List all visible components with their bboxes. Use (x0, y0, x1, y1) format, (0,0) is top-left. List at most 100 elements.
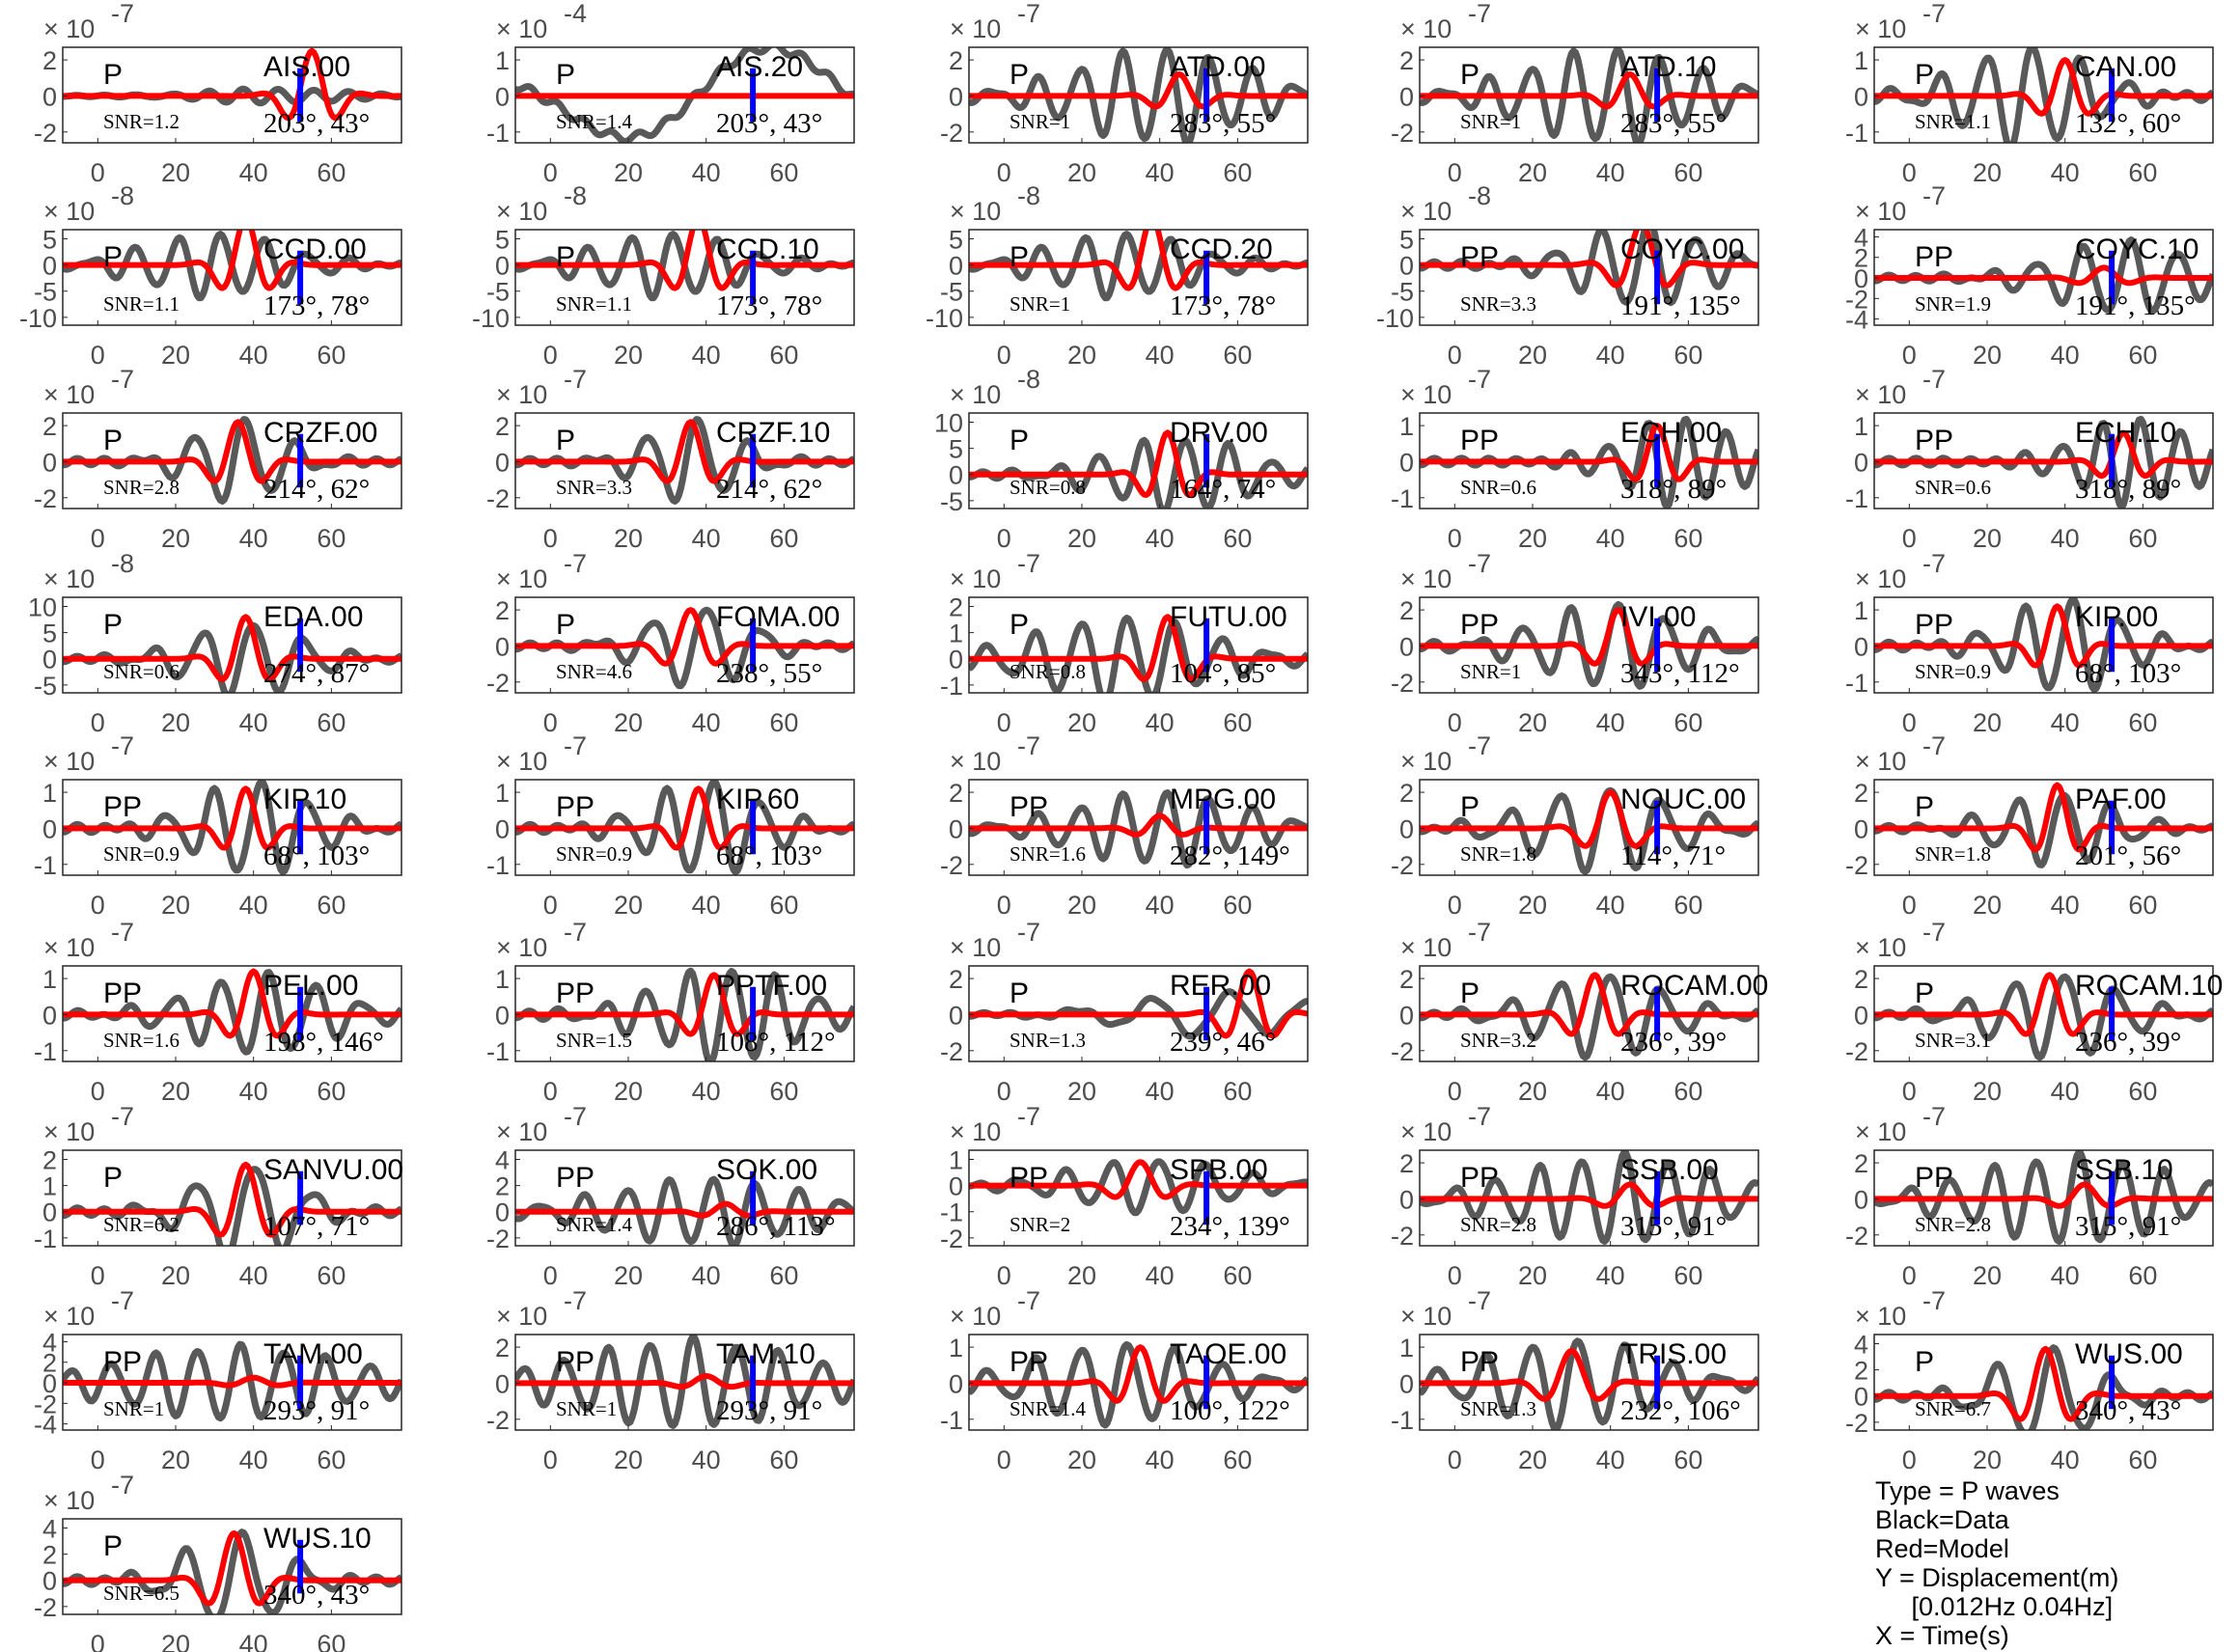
phase-label: P (1915, 59, 1934, 91)
subplot-coyc-00: 0 20 40 60 -10 -5 0 5 × 10 -8 PP COYC.00 SNR=3.3 191°… (1376, 181, 1759, 370)
x-tick-label: 20 (1518, 1261, 1547, 1290)
y-exponent-power: -7 (1017, 918, 1040, 947)
y-tick-label: 1 (1399, 1334, 1414, 1363)
x-tick-label: 60 (317, 524, 346, 553)
y-exponent-label: × 10 (43, 1117, 95, 1146)
y-tick-label: 0 (495, 448, 510, 477)
y-tick-label: 4 (495, 1145, 510, 1174)
phase-label: P (1009, 59, 1029, 91)
legend-line: Red=Model (1875, 1534, 2009, 1563)
x-tick-label: 40 (239, 158, 268, 187)
y-tick-label: 1 (949, 1145, 963, 1174)
data-waveform (515, 47, 854, 143)
x-tick-label: 60 (769, 1077, 798, 1106)
subplot-foma-00: 0 20 40 60 -2 0 2 × 10 -7 P FOMA.00 SNR=4.6 238°, 55… (486, 549, 855, 737)
subplot-tam-10: 0 20 40 60 -2 0 2 × 10 -7 PP TAM.10 SNR=1 293°, 91° (486, 1286, 855, 1474)
x-tick-label: 20 (1067, 158, 1096, 187)
x-tick-label: 0 (543, 1077, 558, 1106)
x-tick-label: 60 (1673, 158, 1702, 187)
x-tick-label: 60 (317, 158, 346, 187)
phase-label: P (1915, 791, 1934, 823)
azimuth-distance-label: 198°, 146° (263, 1027, 384, 1058)
station-label: CCD.00 (263, 234, 367, 265)
subplot-atd-10: 0 20 40 60 -2 0 2 × 10 -7 P ATD.10 SNR=1 283°, 55° (1391, 0, 1759, 187)
x-tick-label: 40 (1146, 158, 1175, 187)
station-label: TAM.10 (716, 1338, 816, 1370)
data-waveform (63, 1340, 401, 1422)
x-tick-label: 60 (1223, 524, 1252, 553)
phase-label: PP (1009, 1346, 1048, 1378)
subplot-axes: 0 20 40 60 -1 0 1 × 10 -7 PP TAOE.00 SNR=1.4 100°, 1… (940, 1286, 1309, 1474)
y-exponent-power: -7 (1468, 0, 1491, 28)
data-waveform (1420, 786, 1758, 875)
y-tick-label: 2 (949, 779, 963, 808)
model-waveform (515, 785, 854, 851)
subplot-axes: 0 20 40 60 -1 0 1 × 10 -4 P AIS.20 SNR=1.4 203°, 43° (486, 0, 855, 187)
x-tick-label: 20 (614, 341, 643, 370)
phase-label: P (1915, 977, 1934, 1009)
subplot-ssb-10: 0 20 40 60 -2 0 2 × 10 -7 PP SSB.10 SNR=2.8 315°, 91… (1845, 1102, 2214, 1290)
azimuth-distance-label: 234°, 139° (1170, 1211, 1290, 1242)
snr-label: SNR=1 (1460, 110, 1521, 133)
axes-box (62, 412, 402, 509)
subplot-rocam-10: 0 20 40 60 -2 0 2 × 10 -7 P ROCAM.10 SNR=3.1 236°, 3… (1845, 918, 2223, 1106)
plot-area (1420, 601, 1758, 690)
y-tick-label: 2 (495, 1172, 510, 1201)
x-tick-label: 0 (543, 1446, 558, 1474)
plot-area (515, 606, 854, 690)
station-label: ECH.00 (1620, 417, 1722, 449)
plot-area (515, 1335, 854, 1429)
station-label: AIS.20 (716, 51, 803, 83)
snr-label: SNR=4.6 (556, 660, 632, 683)
subplot-sok-00: 0 20 40 60 -2 0 2 4 × 10 -7 PP SOK.00 SNR=1.4 286°, 1… (486, 1102, 855, 1290)
y-tick-label: 2 (495, 1334, 510, 1363)
x-tick-label: 20 (161, 1261, 190, 1290)
x-tick-label: 60 (2128, 1077, 2157, 1106)
model-waveform (1874, 782, 2213, 853)
plot-area (1874, 597, 2213, 693)
x-tick-label: 40 (239, 1630, 268, 1652)
phase-label: PP (1915, 425, 1953, 456)
station-label: KIP.10 (263, 784, 346, 815)
axes-box (1873, 229, 2214, 326)
x-tick-label: 20 (1518, 891, 1547, 920)
station-label: TAOE.00 (1170, 1338, 1286, 1370)
snr-label: SNR=1 (103, 1397, 164, 1420)
x-tick-label: 40 (1146, 891, 1175, 920)
azimuth-distance-label: 340°, 43° (2075, 1395, 2181, 1426)
station-label: TRIS.00 (1620, 1338, 1727, 1370)
y-tick-label: 5 (42, 225, 57, 254)
y-tick-label: -5 (1391, 278, 1414, 307)
snr-label: SNR=2 (1009, 1213, 1070, 1236)
x-tick-label: 60 (1673, 891, 1702, 920)
model-waveform (1420, 230, 1758, 289)
y-tick-label: 2 (1854, 965, 1868, 994)
snr-label: SNR=2.8 (1460, 1213, 1536, 1236)
y-exponent-label: × 10 (950, 1117, 1001, 1146)
x-tick-label: 0 (91, 1077, 105, 1106)
x-tick-label: 40 (239, 1446, 268, 1474)
axes-box (968, 46, 1309, 144)
y-exponent-label: × 10 (1855, 933, 1906, 962)
x-tick-label: 20 (161, 524, 190, 553)
plot-area (969, 1340, 1308, 1429)
x-tick-label: 0 (997, 891, 1011, 920)
x-tick-label: 0 (1448, 341, 1462, 370)
y-exponent-power: -8 (111, 181, 134, 210)
y-tick-label: 0 (495, 1369, 510, 1398)
y-tick-label: 2 (1854, 1357, 1868, 1386)
x-tick-label: 0 (91, 524, 105, 553)
plot-area (63, 1528, 401, 1614)
phase-label: P (1915, 1346, 1934, 1378)
plot-area (1420, 47, 1758, 143)
x-tick-label: 20 (614, 1077, 643, 1106)
y-tick-label: 0 (42, 814, 57, 843)
station-label: CCD.10 (716, 234, 819, 265)
axes-box (1419, 229, 1759, 326)
phase-label: P (103, 59, 123, 91)
x-tick-label: 40 (1146, 1446, 1175, 1474)
data-waveform (969, 789, 1308, 869)
azimuth-distance-label: 293°, 91° (716, 1395, 822, 1426)
x-tick-label: 40 (692, 524, 721, 553)
station-label: RER.00 (1170, 970, 1271, 1002)
